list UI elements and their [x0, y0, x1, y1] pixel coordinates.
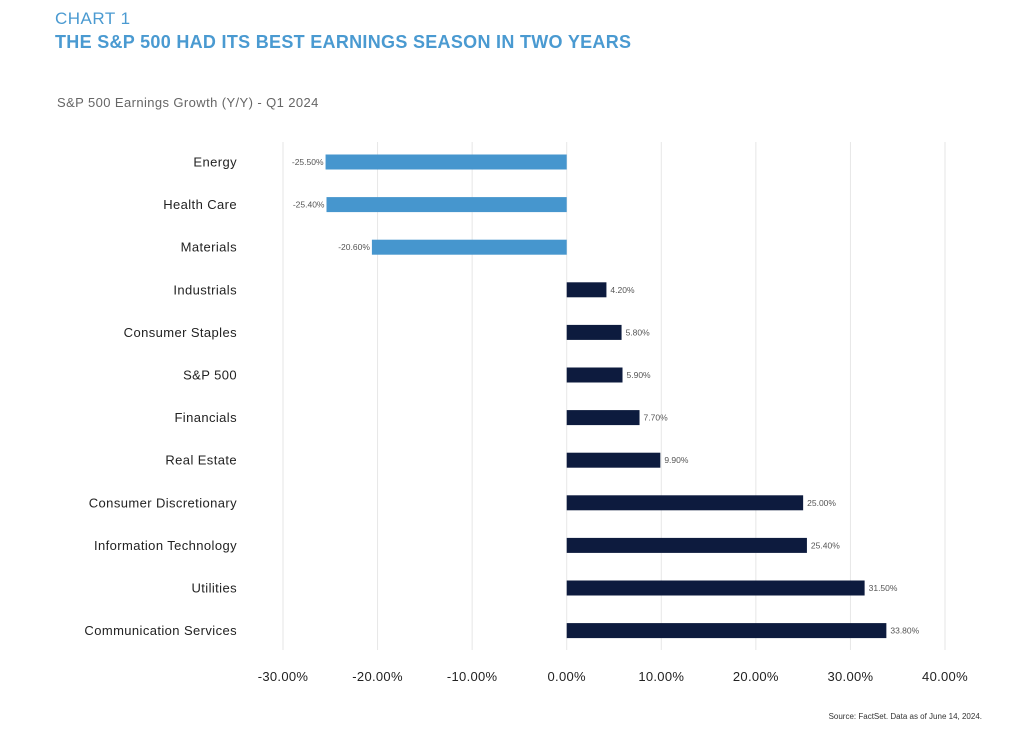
data-label: 5.80% [626, 327, 651, 337]
bar [566, 324, 622, 340]
category-label: Industrials [173, 282, 237, 297]
x-tick-label: 0.00% [548, 669, 587, 684]
data-label: -20.60% [338, 242, 370, 252]
bar [566, 623, 887, 639]
x-tick-label: 40.00% [922, 669, 968, 684]
x-tick-label: 20.00% [733, 669, 779, 684]
bar [566, 410, 640, 426]
data-label: -25.50% [292, 157, 324, 167]
category-label: Information Technology [94, 538, 237, 553]
x-tick-label: 10.00% [638, 669, 684, 684]
source-note: Source: FactSet. Data as of June 14, 202… [828, 712, 982, 721]
data-label: 25.00% [807, 498, 836, 508]
category-label: Real Estate [165, 453, 237, 468]
data-label: 5.90% [627, 370, 652, 380]
category-label: Energy [193, 155, 237, 170]
bars [325, 154, 887, 639]
category-label: Consumer Discretionary [89, 495, 237, 510]
bar [566, 537, 807, 553]
chart-eyebrow: CHART 1 [55, 9, 131, 28]
x-tick-label: -20.00% [352, 669, 403, 684]
data-label: 7.70% [644, 413, 669, 423]
x-tick-label: 30.00% [827, 669, 873, 684]
bar [566, 495, 804, 511]
data-label: 25.40% [811, 540, 840, 550]
category-label: Communication Services [84, 623, 237, 638]
category-label: Financials [174, 410, 237, 425]
bar [566, 367, 623, 383]
category-label: Utilities [192, 581, 238, 596]
bar [566, 580, 865, 596]
chart-headline: THE S&P 500 HAD ITS BEST EARNINGS SEASON… [55, 32, 632, 52]
category-label: Consumer Staples [124, 325, 237, 340]
category-label: S&P 500 [183, 368, 237, 383]
x-tick-label: -30.00% [258, 669, 309, 684]
labels: -30.00% -20.00% -10.00% 0.00% 10.00% 20.00% 30… [84, 155, 968, 685]
data-label: 4.20% [610, 285, 635, 295]
data-label: 31.50% [869, 583, 898, 593]
gridlines [282, 142, 946, 650]
x-tick-label: -10.00% [447, 669, 498, 684]
data-label: 33.80% [890, 626, 919, 636]
data-label: 9.90% [664, 455, 689, 465]
bar [566, 452, 661, 468]
category-label: Materials [181, 240, 237, 255]
bar [566, 282, 607, 298]
bar [326, 197, 567, 213]
bar [325, 154, 567, 170]
category-label: Health Care [163, 197, 237, 212]
data-label: -25.40% [293, 200, 325, 210]
chart-title: S&P 500 Earnings Growth (Y/Y) - Q1 2024 [57, 95, 319, 110]
bar [371, 239, 567, 255]
